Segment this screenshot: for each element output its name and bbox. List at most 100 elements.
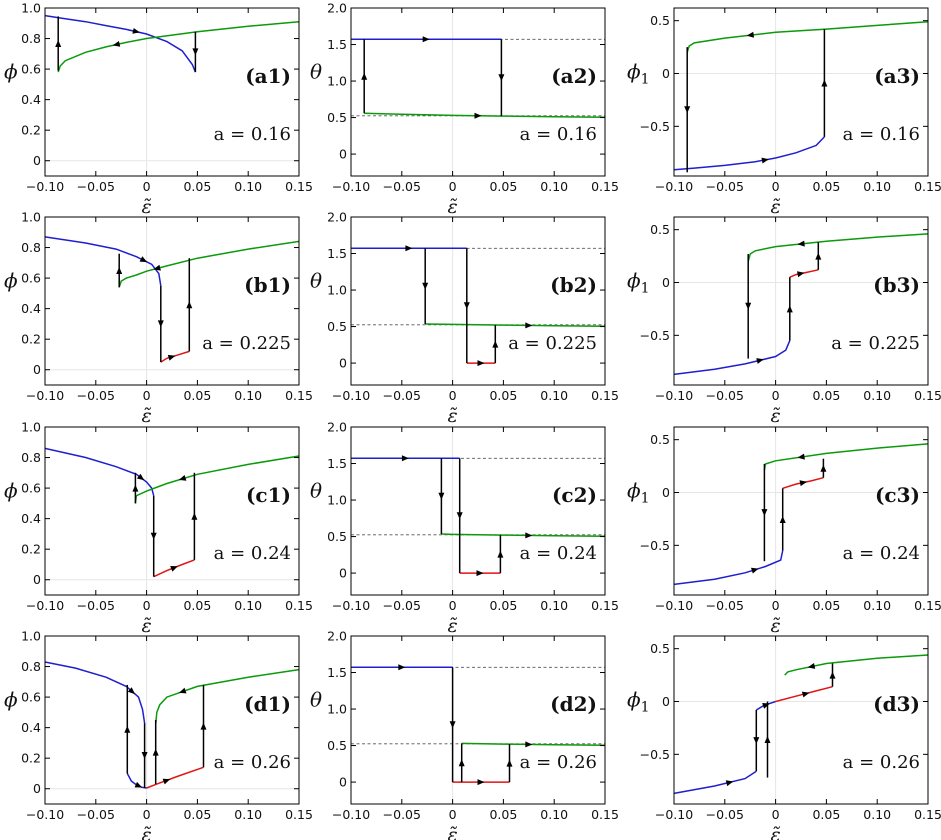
x-tick-label: 0 (772, 388, 780, 403)
x-tick-label: 0.10 (540, 179, 568, 194)
y-tick-label: 1.5 (327, 456, 347, 471)
panel-a2: 0 0.5 1.0 1.5 2.0 −0.10 −0.05 0 0.05 0.10 0.15 ε̃ θ (… (310, 1, 619, 219)
direction-arrow (801, 691, 810, 698)
y-tick-label: 2.0 (327, 420, 347, 435)
direction-arrow (134, 781, 143, 788)
y-tick-label: 1.5 (327, 665, 347, 680)
series-red (789, 269, 819, 278)
y-tick-label: 0.2 (21, 123, 41, 138)
direction-arrow (458, 759, 465, 767)
y-tick-label: 1.0 (21, 210, 41, 225)
x-axis-label: ε̃ (141, 405, 151, 427)
series-green (763, 443, 929, 471)
y-axis-label: ϕ1 (627, 60, 650, 88)
series-green (441, 533, 606, 537)
y-tick-label: 0.8 (21, 240, 41, 255)
direction-arrow (422, 36, 430, 43)
y-tick-label: 0 (662, 275, 670, 290)
parameter-label: a = 0.225 (202, 333, 291, 354)
direction-arrow (797, 240, 805, 247)
direction-arrow (753, 737, 760, 745)
x-tick-label: −0.05 (383, 179, 421, 194)
x-tick-label: 0.10 (540, 598, 568, 613)
direction-arrow (153, 264, 161, 271)
x-tick-label: −0.05 (383, 807, 421, 822)
y-tick-label: 0.5 (650, 13, 670, 28)
parameter-label: a = 0.225 (508, 333, 597, 354)
direction-arrow (463, 302, 470, 310)
direction-arrow (779, 516, 786, 523)
direction-arrow (361, 72, 368, 80)
x-tick-label: −0.10 (26, 807, 64, 822)
direction-arrow (797, 271, 805, 278)
direction-arrow (401, 455, 409, 462)
x-tick-label: 0.05 (812, 388, 840, 403)
axes-frame (44, 426, 300, 596)
axes-frame (673, 635, 929, 805)
x-tick-label: 0.15 (914, 388, 941, 403)
y-tick-label: −0.5 (640, 538, 670, 553)
x-tick-label: 0.05 (489, 388, 517, 403)
x-tick-label: 0.15 (914, 179, 941, 194)
x-tick-label: −0.05 (77, 179, 115, 194)
x-tick-label: −0.10 (26, 179, 64, 194)
direction-arrow (112, 41, 121, 47)
y-tick-label: 0 (339, 147, 347, 162)
y-tick-label: 0.5 (327, 110, 347, 125)
x-tick-label: 0 (449, 179, 457, 194)
x-tick-label: −0.10 (332, 179, 370, 194)
x-tick-label: 0.15 (285, 388, 313, 403)
direction-arrow (55, 40, 62, 47)
direction-arrow (132, 28, 140, 34)
y-axis-label-subscript: 1 (641, 281, 650, 297)
direction-arrow (191, 512, 198, 520)
direction-arrow (764, 736, 771, 743)
x-tick-label: 0.10 (234, 598, 262, 613)
panel-b2: 0 0.5 1.0 1.5 2.0 −0.10 −0.05 0 0.05 0.10 0.15 ε̃ θ (… (310, 210, 619, 428)
y-tick-label: 2.0 (327, 210, 347, 225)
x-axis-label: ε̃ (770, 405, 780, 427)
y-axis-label: ϕ (4, 479, 18, 503)
parameter-label: a = 0.26 (214, 752, 291, 773)
y-tick-label: 1.0 (21, 420, 41, 435)
series-blue (673, 136, 825, 171)
direction-arrow (820, 464, 827, 472)
x-tick-label: 0.05 (489, 807, 517, 822)
direction-arrow (152, 748, 159, 756)
y-tick-label: 1.0 (21, 629, 41, 644)
panel-label: (d1) (244, 692, 291, 716)
series-blue (44, 447, 155, 496)
y-tick-label: 1.0 (327, 283, 347, 298)
y-axis-label: ϕ (4, 269, 18, 293)
y-tick-label: 1.0 (21, 1, 41, 16)
direction-arrow (438, 492, 445, 500)
direction-arrow (116, 267, 123, 274)
direction-arrow (761, 157, 769, 164)
x-tick-label: 0 (449, 807, 457, 822)
y-tick-label: 0.4 (21, 511, 41, 526)
y-tick-label: 0.4 (21, 720, 41, 735)
direction-arrow (725, 780, 734, 787)
direction-arrow (422, 282, 429, 290)
x-tick-label: −0.10 (655, 388, 693, 403)
parameter-label: a = 0.16 (214, 124, 291, 145)
x-tick-label: 0 (449, 388, 457, 403)
x-tick-label: 0 (143, 179, 151, 194)
direction-arrow (751, 567, 759, 574)
x-tick-label: 0.10 (540, 388, 568, 403)
y-tick-label: 0 (662, 485, 670, 500)
panel-label: (c2) (552, 483, 597, 507)
x-tick-label: 0.10 (863, 807, 891, 822)
x-tick-label: 0.05 (183, 807, 211, 822)
x-tick-label: 0.10 (234, 807, 262, 822)
x-tick-label: −0.10 (332, 807, 370, 822)
y-axis-label: ϕ1 (627, 269, 650, 297)
x-tick-label: 0 (772, 598, 780, 613)
x-tick-label: 0.15 (591, 807, 619, 822)
x-axis-label: ε̃ (770, 615, 780, 637)
x-tick-label: −0.05 (383, 598, 421, 613)
y-tick-label: 0.6 (21, 690, 41, 705)
panel-c1: 0 0.2 0.4 0.6 0.8 1.0 −0.10 −0.05 0 0.05 0.10 0.15 ε… (4, 420, 313, 638)
x-axis-label: ε̃ (141, 615, 151, 637)
x-tick-label: −0.05 (77, 598, 115, 613)
